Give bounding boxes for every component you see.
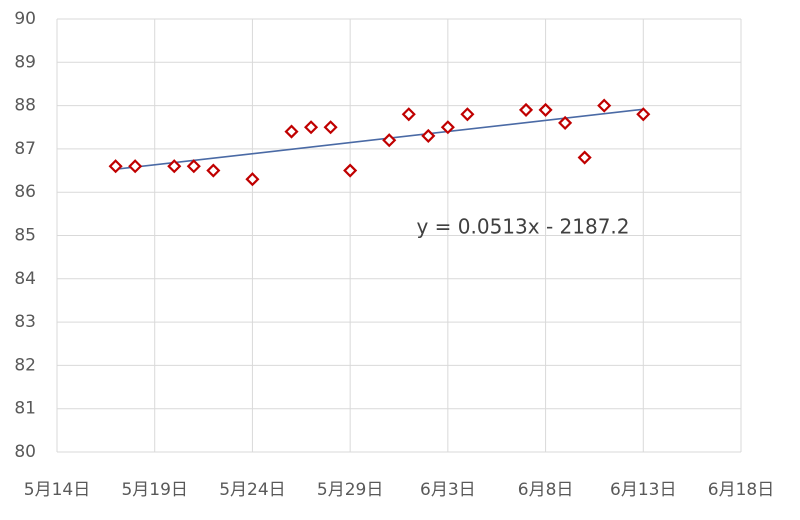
point [206, 163, 221, 178]
y-tick-label: 83 [14, 312, 36, 332]
point [284, 124, 299, 139]
x-tick-label: 5月24日 [219, 480, 285, 500]
point [382, 133, 397, 148]
point [186, 159, 201, 174]
y-tick-label: 82 [14, 355, 36, 375]
point [636, 107, 651, 122]
point [558, 115, 573, 130]
y-tick-label: 88 [14, 96, 36, 116]
x-tick-label: 6月13日 [610, 480, 676, 500]
point [167, 159, 182, 174]
point [440, 120, 455, 135]
y-tick-label: 81 [14, 399, 36, 419]
x-tick-label: 5月29日 [317, 480, 383, 500]
point [401, 107, 416, 122]
x-tick-label: 5月14日 [24, 480, 90, 500]
trendline [115, 108, 644, 171]
x-tick-label: 6月3日 [420, 480, 476, 500]
x-tick-label: 6月18日 [708, 480, 774, 500]
y-tick-label: 86 [14, 182, 36, 202]
point [421, 128, 436, 143]
y-tick-label: 89 [14, 52, 36, 72]
point [460, 107, 475, 122]
point [323, 120, 338, 135]
point [538, 102, 553, 117]
point [343, 163, 358, 178]
x-tick-label: 5月19日 [121, 480, 187, 500]
point [518, 102, 534, 117]
y-tick-label: 84 [14, 269, 36, 289]
point [245, 172, 260, 187]
point [128, 159, 143, 174]
x-tick-label: 6月8日 [518, 480, 574, 500]
point [304, 120, 319, 135]
point [577, 150, 592, 165]
point [108, 159, 123, 174]
trendline-equation: y = 0.0513x - 2187.2 [416, 215, 629, 239]
y-tick-label: 80 [14, 442, 36, 462]
y-tick-label: 85 [14, 226, 36, 246]
point [597, 98, 612, 113]
y-tick-label: 87 [14, 139, 36, 159]
y-tick-label: 90 [14, 9, 36, 29]
